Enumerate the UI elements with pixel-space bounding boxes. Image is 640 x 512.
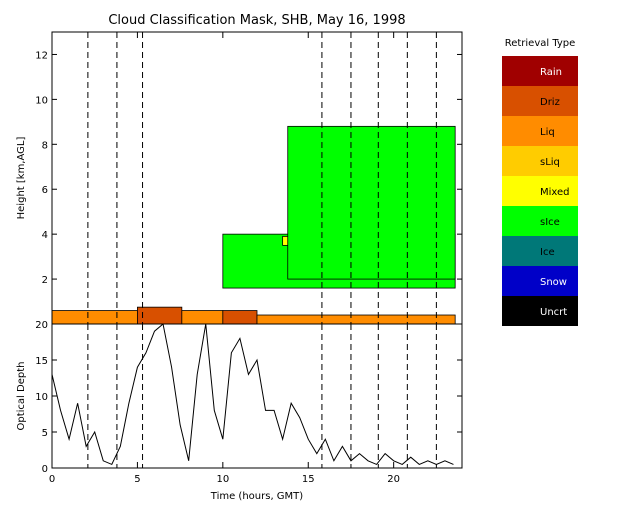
time-tick-label-3: 15 xyxy=(302,474,315,485)
time-tick-label-1: 5 xyxy=(134,474,140,485)
legend-items: Rain Driz Liq sLiq Mixed sIce Ice Snow Uncrt xyxy=(502,56,578,326)
region-driz-3 xyxy=(222,310,258,324)
height-tick-label-3: 8 xyxy=(42,140,48,151)
legend-swatch-mixed xyxy=(502,176,578,206)
region-liq-0 xyxy=(52,310,138,324)
legend-swatch-rain xyxy=(502,56,578,86)
height-axis-label: Height [km,AGL] xyxy=(16,137,27,220)
time-tick-label-2: 10 xyxy=(216,474,229,485)
time-tick-label-0: 0 xyxy=(49,474,55,485)
legend-label-driz: Driz xyxy=(540,97,560,108)
height-tick-label-0: 2 xyxy=(42,275,48,286)
region-liq-4 xyxy=(256,314,456,324)
region-driz-1 xyxy=(137,306,183,324)
optical-depth-axis: 0 5 10 15 20 xyxy=(35,320,462,475)
time-axis-label: Time (hours, GMT) xyxy=(210,491,304,502)
legend-label-liq: Liq xyxy=(540,127,555,138)
height-tick-label-1: 4 xyxy=(42,230,48,241)
height-tick-label-4: 10 xyxy=(35,95,48,106)
time-markers-bottom xyxy=(87,324,437,468)
legend-label-sliq: sLiq xyxy=(540,157,560,168)
legend-swatch-sliq xyxy=(502,146,578,176)
legend-swatch-sice xyxy=(502,206,578,236)
legend-swatch-snow xyxy=(502,266,578,296)
legend-label-rain: Rain xyxy=(540,67,562,78)
legend-label-sice: sIce xyxy=(540,217,560,228)
legend-label-ice: Ice xyxy=(540,247,555,258)
legend-swatch-driz xyxy=(502,86,578,116)
legend-label-mixed: Mixed xyxy=(540,187,570,198)
legend-label-uncrt: Uncrt xyxy=(540,307,567,318)
od-tick-label-1: 5 xyxy=(42,428,48,439)
time-axis: 0 5 10 15 20 xyxy=(49,32,400,485)
od-tick-label-2: 10 xyxy=(35,392,48,403)
legend-label-snow: Snow xyxy=(540,277,567,288)
optical-depth-line xyxy=(52,324,454,466)
time-markers-top xyxy=(87,32,437,324)
optical-depth-frame xyxy=(51,323,463,469)
region-sice-7 xyxy=(287,125,456,280)
legend-swatch-liq xyxy=(502,116,578,146)
legend-swatch-ice xyxy=(502,236,578,266)
optical-depth-panel: 0 5 10 15 20 0 5 10 15 20 Optical Depth Time (ho… xyxy=(16,32,463,502)
height-tick-label-5: 12 xyxy=(35,50,48,61)
classification-regions xyxy=(52,125,456,324)
od-tick-label-3: 15 xyxy=(35,356,48,367)
time-tick-label-4: 20 xyxy=(387,474,400,485)
chart-title: Cloud Classification Mask, SHB, May 16, … xyxy=(108,13,405,28)
optical-depth-line-layer xyxy=(52,324,454,466)
legend-swatch-uncrt xyxy=(502,296,578,326)
od-tick-label-4: 20 xyxy=(35,320,48,331)
od-tick-label-0: 0 xyxy=(42,464,48,475)
legend: Retrieval Type Rain Driz Liq sLiq Mixed sIce I… xyxy=(502,38,578,326)
legend-title: Retrieval Type xyxy=(505,38,576,49)
region-liq-2 xyxy=(181,310,224,324)
optical-depth-axis-label: Optical Depth xyxy=(16,362,27,431)
height-axis: 2 4 6 8 10 12 xyxy=(35,50,462,286)
classification-panel: 2 4 6 8 10 12 Height [km,AGL] xyxy=(16,31,463,325)
height-tick-label-2: 6 xyxy=(42,185,48,196)
